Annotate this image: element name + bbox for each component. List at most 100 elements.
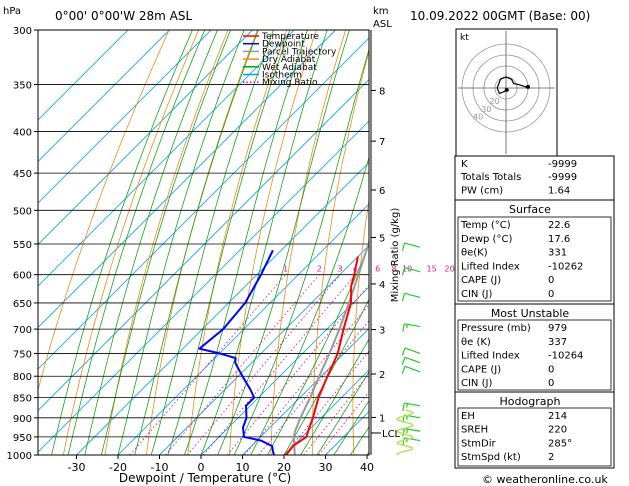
wind-barb	[401, 292, 421, 302]
x-axis-title: Dewpoint / Temperature (°C)	[119, 471, 291, 485]
mixing-ratio-line	[165, 274, 320, 455]
hodograph-stats-inner-box	[457, 407, 612, 467]
wind-barb-staff	[404, 323, 421, 328]
temperature-tick-label: 40	[360, 461, 374, 474]
most-unstable-value: 0	[548, 364, 554, 375]
isotherm-line	[76, 161, 369, 455]
wet-adiabat-line	[150, 30, 274, 455]
lcl-label: LCL	[382, 429, 401, 440]
parcel-trajectory-line	[292, 238, 369, 455]
wind-barb-feather	[401, 267, 406, 276]
wind-barb-half-feather	[406, 415, 408, 420]
legend-entry: Wet Adiabat	[262, 63, 317, 73]
most-unstable-value: 979	[548, 323, 567, 334]
asl-unit-label: ASL	[373, 19, 392, 30]
surface-value: 0	[548, 289, 554, 300]
isotherm-line	[38, 37, 369, 370]
temperature-tick-label: 30	[319, 461, 333, 474]
hodograph-stat-value: 220	[548, 425, 567, 436]
surface-value: 331	[548, 248, 567, 259]
wind-barb-feather	[401, 366, 406, 375]
surface-label: Lifted Index	[461, 261, 520, 272]
wind-barb-staff	[404, 242, 421, 248]
wind-barb-half-feather	[406, 324, 408, 329]
km-tick-label: 5	[379, 233, 385, 244]
surface-label: Dewp (°C)	[461, 234, 512, 245]
surface-label: θe(K)	[461, 248, 488, 259]
indices-box	[454, 155, 615, 201]
wind-barb-staff	[404, 402, 421, 407]
km-tick-label: 3	[379, 326, 385, 337]
km-axis: 8 7 6 5 4 3 2 1	[371, 86, 385, 424]
pressure-tick-label: 300	[13, 26, 32, 37]
wind-barb-staff	[404, 267, 421, 273]
wet-adiabat-line	[67, 30, 206, 455]
pressure-tick-label: 350	[13, 80, 32, 91]
wind-barb	[402, 427, 421, 437]
indices-table: K -9999 Totals Totals -9999 PW (cm) 1.64	[460, 159, 577, 196]
wet-adiabat-line	[233, 47, 369, 455]
isotherm-line	[38, 30, 253, 246]
hodograph-stat-value: 2	[548, 452, 554, 463]
dewpoint-line	[198, 249, 275, 455]
pressure-tick-label: 700	[13, 325, 32, 336]
hodograph-stat-label: StmDir	[461, 438, 496, 449]
temperature-tick-label: 0	[198, 461, 205, 474]
wind-barb	[401, 267, 421, 276]
most-unstable-label: θe (K)	[461, 337, 491, 348]
hodograph-end-marker	[526, 84, 530, 89]
wet-adiabat-line	[101, 30, 231, 455]
copyright-label: © weatheronline.co.uk	[482, 473, 608, 486]
km-tick-label: 1	[379, 413, 385, 424]
mixing-ratio-label: 1	[283, 265, 288, 274]
wind-barb-staff	[404, 347, 421, 355]
surface-label: CAPE (J)	[461, 275, 501, 286]
hodograph-stat-value: 285°	[548, 438, 572, 449]
wind-barb-staff	[404, 437, 421, 442]
pressure-tick-label: 550	[13, 240, 32, 251]
most-unstable-value: -10264	[548, 351, 583, 362]
wind-barb-feather	[402, 428, 405, 437]
km-unit-label: km	[373, 6, 389, 17]
wet-adiabat-line	[217, 30, 350, 455]
wind-barb-feather	[401, 242, 406, 251]
temperature-tick-label: -20	[109, 461, 127, 474]
plot-frame	[37, 29, 370, 456]
mixing-ratio-line	[244, 304, 369, 455]
pressure-tick-label: 400	[13, 128, 32, 139]
surface-table: Temp (°C) 22.6 Dewp (°C) 17.6 θe(K) 331 Lifted…	[460, 220, 583, 300]
temperature-axis: -30 -20 -10 0 10 20 30 40	[68, 455, 374, 474]
wind-barb-staff	[404, 356, 421, 364]
wind-barb	[402, 323, 421, 332]
surface-label: CIN (J)	[461, 289, 492, 300]
mixing-ratio-label: 4	[353, 265, 358, 274]
most-unstable-label: CIN (J)	[461, 378, 492, 389]
isotherm-line	[283, 369, 369, 455]
surface-value: 22.6	[548, 220, 570, 231]
isotherm-line	[38, 30, 295, 287]
wind-barb	[401, 356, 421, 365]
km-tick-label: 7	[379, 137, 385, 148]
wind-barb	[402, 402, 421, 412]
hodograph-stat-value: 214	[548, 411, 567, 422]
most-unstable-title: Most Unstable	[491, 307, 570, 320]
mixing-ratio-label: 3	[337, 265, 342, 274]
surface-label: Temp (°C)	[460, 220, 511, 231]
hodograph-trace	[496, 76, 528, 95]
hodograph-stat-label: SREH	[461, 425, 488, 436]
wind-barb-staff	[404, 365, 421, 373]
legend-entry: Isotherm	[262, 71, 302, 81]
surface-value: 0	[548, 275, 554, 286]
temperature-line	[285, 256, 359, 455]
isotherm-line	[200, 286, 369, 455]
legend-entry: Dry Adiabat	[262, 55, 316, 65]
wet-adiabat-line	[51, 30, 193, 455]
isotherm-line	[38, 30, 336, 329]
pressure-tick-label: 450	[13, 169, 32, 180]
index-label: Totals Totals	[460, 172, 521, 183]
km-tick-label: 8	[379, 86, 385, 97]
